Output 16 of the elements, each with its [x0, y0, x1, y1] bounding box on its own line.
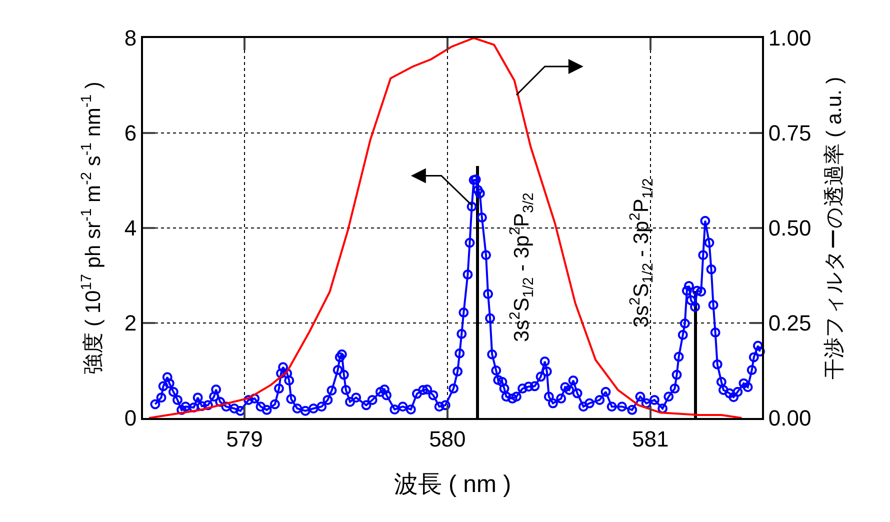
- x-tick-label: 579: [226, 426, 263, 452]
- x-tick-label: 581: [632, 426, 669, 452]
- x-axis-title: 波長 ( nm ): [394, 471, 512, 498]
- y-tick-label: 6: [124, 120, 137, 146]
- y2-tick-label: 0.25: [768, 310, 812, 336]
- y2-tick-label: 0.00: [768, 406, 812, 431]
- y2-tick-label: 1.00: [768, 26, 812, 51]
- y-tick-label: 0: [124, 406, 137, 431]
- y-tick-label: 8: [124, 26, 137, 51]
- line-series: [148, 38, 743, 418]
- x-tick-label: 580: [429, 426, 466, 452]
- y-tick-label: 2: [124, 310, 137, 336]
- y2-tick-label: 0.75: [768, 120, 812, 146]
- y2-axis-title: 干渉フィルターの透過率 ( a.u. ): [822, 76, 846, 380]
- y-tick-label: 4: [124, 216, 137, 241]
- y2-tick-label: 0.50: [768, 216, 812, 241]
